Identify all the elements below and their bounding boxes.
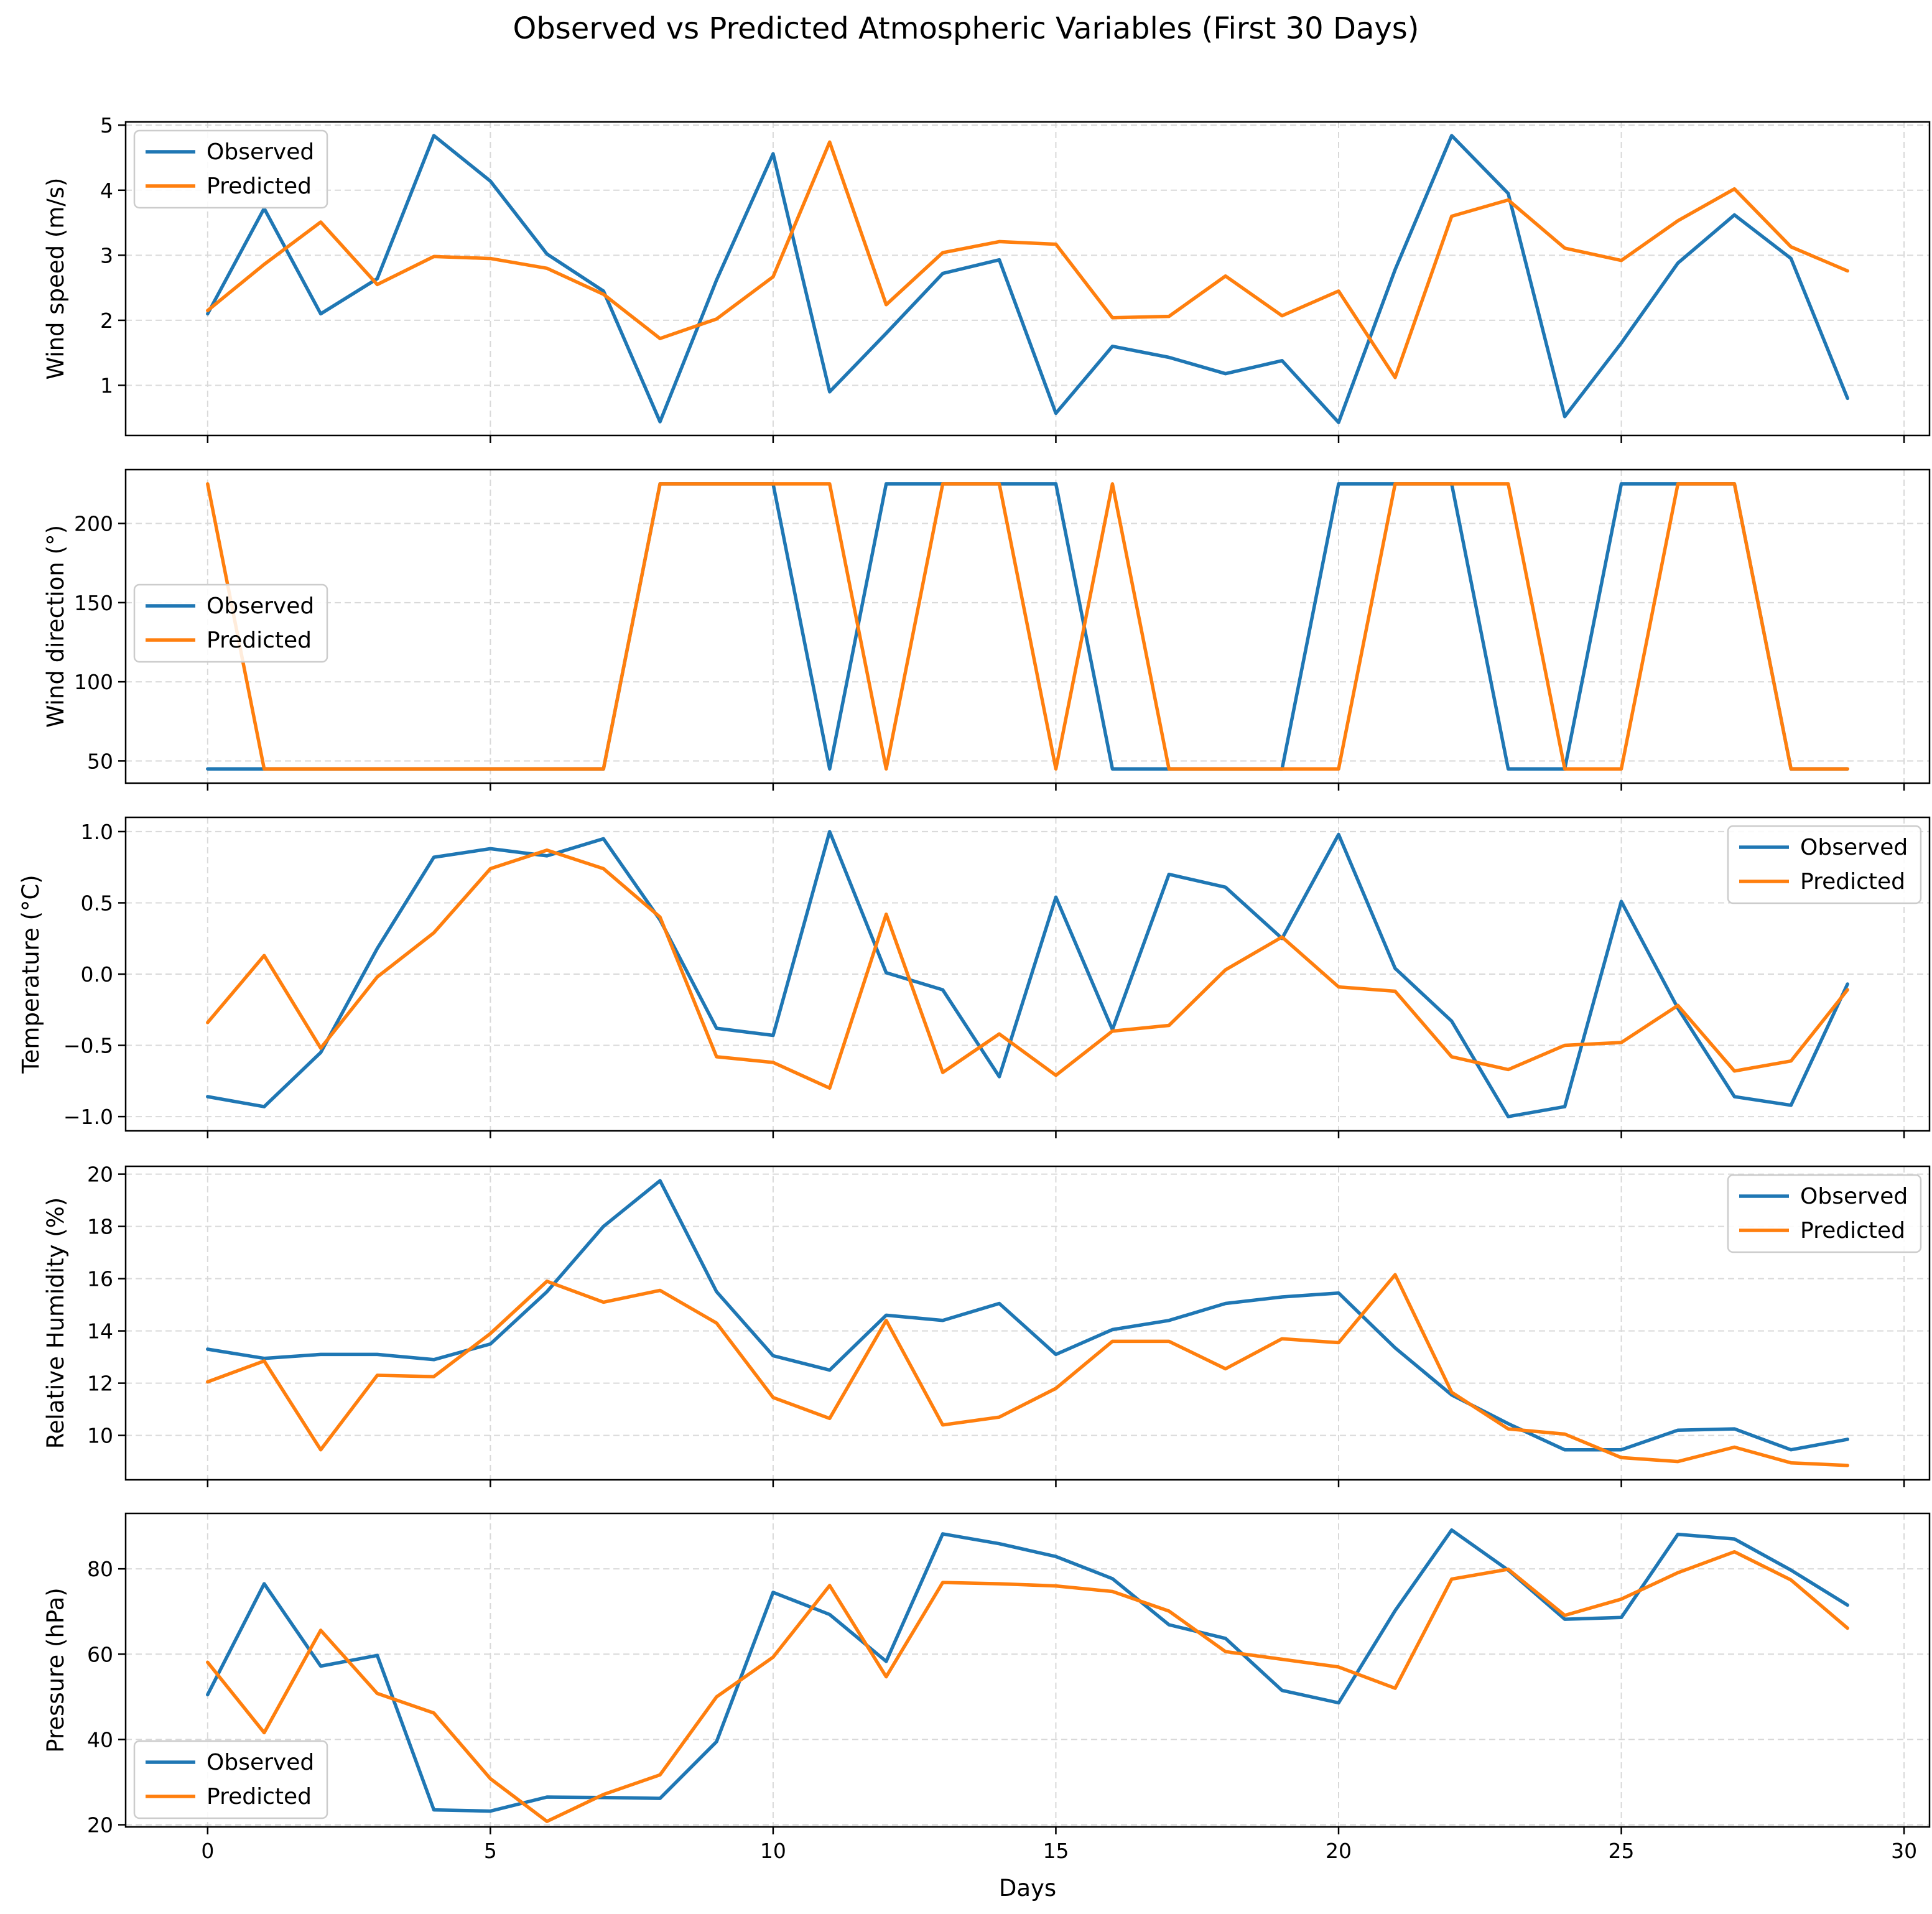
legend-box xyxy=(133,1740,328,1819)
y-tick-label: 80 xyxy=(87,1557,113,1581)
legend-label-observed: Observed xyxy=(207,593,314,619)
x-tick-label: 25 xyxy=(1609,1839,1635,1863)
legend-box xyxy=(1727,1174,1922,1253)
y-axis-label: Relative Humidity (%) xyxy=(42,1197,69,1449)
x-tick-label: 30 xyxy=(1891,1839,1917,1863)
y-tick-label: 10 xyxy=(87,1424,113,1448)
plot-frame xyxy=(124,1512,1931,1828)
series-line-observed xyxy=(206,1179,1849,1452)
y-axis-label: Temperature (°C) xyxy=(17,875,44,1074)
y-tick-label: 100 xyxy=(74,670,113,694)
legend: Observed Predicted xyxy=(1727,1174,1922,1253)
chart-title: Observed vs Predicted Atmospheric Variab… xyxy=(513,11,1419,46)
legend-label-observed: Observed xyxy=(207,139,314,165)
legend-label-predicted: Predicted xyxy=(207,174,312,199)
y-tick-label: 200 xyxy=(74,512,113,536)
legend-label-predicted: Predicted xyxy=(1800,1218,1905,1243)
panel-5: 20 40 60 80 0 5 10 15 20 25 30 Pressure (hPa) Observ… xyxy=(42,1512,1931,1863)
series-line-predicted xyxy=(206,140,1849,379)
y-tick-label: 16 xyxy=(87,1267,113,1291)
y-tick-label: 14 xyxy=(87,1319,113,1344)
y-tick-label: 3 xyxy=(100,243,113,267)
grid xyxy=(126,1166,1930,1480)
legend-box xyxy=(133,129,328,209)
legend-label-predicted: Predicted xyxy=(207,1784,312,1809)
panel-3: −1.0 −0.5 0.0 0.5 1.0 Temperature (°C) Observe… xyxy=(17,816,1931,1138)
grid xyxy=(126,122,1930,435)
y-tick-label: 4 xyxy=(100,179,113,203)
plot-frame xyxy=(124,1165,1931,1481)
y-tick-label: −1.0 xyxy=(63,1105,113,1129)
x-tick-label: 0 xyxy=(201,1839,214,1863)
plot-frame xyxy=(124,121,1931,437)
x-tick-label: 10 xyxy=(760,1839,786,1863)
grid xyxy=(126,1513,1930,1827)
y-tick-label: 20 xyxy=(87,1163,113,1187)
legend-box xyxy=(133,583,328,663)
grid xyxy=(126,470,1930,783)
y-tick-label: 40 xyxy=(87,1727,113,1752)
x-tick-label: 20 xyxy=(1326,1839,1352,1863)
legend-label-predicted: Predicted xyxy=(207,628,312,653)
legend-label-predicted: Predicted xyxy=(1800,869,1905,894)
legend-label-observed: Observed xyxy=(1800,1184,1908,1209)
legend: Observed Predicted xyxy=(133,129,328,209)
y-tick-label: −0.5 xyxy=(63,1034,113,1058)
series-line-predicted xyxy=(206,1549,1849,1823)
legend-label-observed: Observed xyxy=(1800,835,1908,860)
plot-frame xyxy=(124,468,1931,784)
legend-label-observed: Observed xyxy=(207,1750,314,1775)
series-line-observed xyxy=(206,1528,1849,1813)
y-tick-label: 18 xyxy=(87,1215,113,1239)
legend-box xyxy=(1727,825,1922,904)
y-tick-label: 1 xyxy=(100,373,113,397)
y-tick-label: 60 xyxy=(87,1642,113,1666)
grid xyxy=(126,817,1930,1131)
series-line-predicted xyxy=(206,482,1849,771)
y-tick-label: 5 xyxy=(100,113,113,137)
y-tick-label: 1.0 xyxy=(81,820,113,844)
y-tick-label: 0.5 xyxy=(81,891,113,915)
x-tick-label: 5 xyxy=(484,1839,497,1863)
legend: Observed Predicted xyxy=(133,1740,328,1819)
y-tick-label: 12 xyxy=(87,1372,113,1396)
series-line-observed xyxy=(206,830,1849,1118)
y-axis-label: Wind speed (m/s) xyxy=(42,178,69,380)
series-line-predicted xyxy=(206,1273,1849,1467)
y-axis-label: Pressure (hPa) xyxy=(42,1587,69,1752)
y-tick-label: 2 xyxy=(100,309,113,333)
y-tick-label: 150 xyxy=(74,591,113,615)
legend: Observed Predicted xyxy=(133,583,328,663)
y-tick-label: 20 xyxy=(87,1813,113,1837)
series-line-observed xyxy=(206,134,1849,424)
x-axis-label: Days xyxy=(999,1875,1056,1902)
y-tick-label: 50 xyxy=(87,749,113,773)
series-line-predicted xyxy=(206,848,1849,1090)
panel-4: 10 12 14 16 18 20 Relative Humidity (%) Observe… xyxy=(42,1163,1931,1487)
x-tick-label: 15 xyxy=(1043,1839,1069,1863)
y-tick-label: 0.0 xyxy=(81,962,113,987)
y-axis-label: Wind direction (°) xyxy=(42,525,69,728)
legend: Observed Predicted xyxy=(1727,825,1922,904)
panel-1: 1 2 3 4 5 Wind speed (m/s) Observed Predicted xyxy=(42,113,1931,443)
